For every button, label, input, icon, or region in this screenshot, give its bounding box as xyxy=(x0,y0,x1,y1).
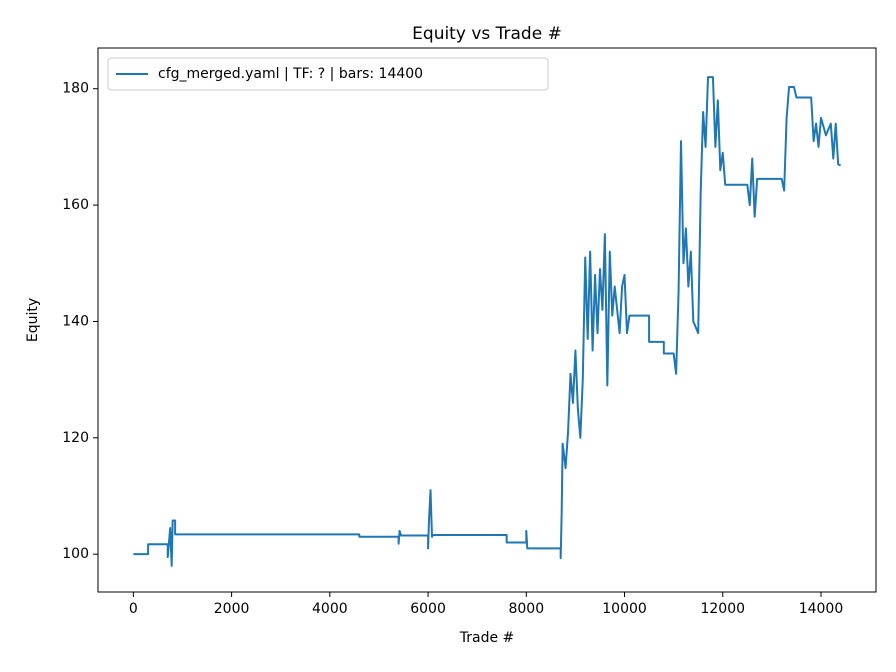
x-tick-label: 4000 xyxy=(312,601,348,617)
y-tick-label: 120 xyxy=(62,430,89,446)
chart-title: Equity vs Trade # xyxy=(412,24,562,44)
x-tick-label: 14000 xyxy=(799,601,844,617)
x-tick-label: 10000 xyxy=(602,601,647,617)
x-tick-label: 2000 xyxy=(214,601,250,617)
y-tick-label: 160 xyxy=(62,197,89,213)
x-tick-label: 6000 xyxy=(410,601,446,617)
plot-frame xyxy=(97,47,877,593)
legend-box xyxy=(107,57,549,91)
y-tick-label: 100 xyxy=(62,546,89,562)
y-axis-label: Equity xyxy=(25,298,41,342)
x-tick-label: 0 xyxy=(129,601,138,617)
x-tick-label: 8000 xyxy=(508,601,544,617)
y-tick-label: 140 xyxy=(62,313,89,329)
series-line xyxy=(133,76,842,567)
x-axis-label: Trade # xyxy=(459,630,515,646)
legend-label: cfg_merged.yaml | TF: ? | bars: 14400 xyxy=(158,66,423,82)
x-tick-label: 12000 xyxy=(700,601,745,617)
y-tick-label: 180 xyxy=(62,81,89,97)
